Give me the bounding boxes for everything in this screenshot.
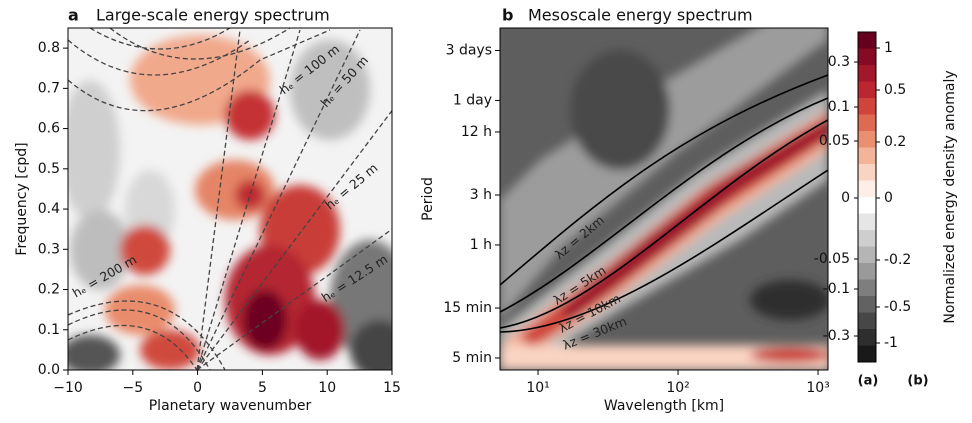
colorbar-band — [858, 131, 876, 148]
y-tick-label: 12 h — [461, 124, 492, 140]
colorbar-tick-label: 0.5 — [884, 82, 906, 98]
y-axis-label: Frequency [cpd] — [14, 142, 30, 255]
colorbar-tick-label: -0.1 — [823, 281, 850, 297]
x-tick-label: 10 — [318, 380, 336, 396]
frame-a — [67, 27, 393, 371]
colorbar-tick-label: 0.05 — [819, 133, 850, 149]
colorbar-band — [858, 263, 876, 280]
chart-title: Large-scale energy spectrum — [96, 6, 330, 25]
colorbar-tick-label: -1 — [884, 335, 898, 351]
y-tick-label: 0.7 — [38, 80, 60, 96]
panel-label: a — [68, 6, 79, 25]
colorbar-band — [858, 345, 876, 363]
colorbar-band — [858, 147, 876, 165]
frame-b — [499, 27, 829, 371]
colorbar-tick-label: -0.2 — [884, 252, 911, 268]
y-tick-label: 0.0 — [38, 362, 60, 378]
colorbar-band — [858, 65, 876, 82]
x-axis-label: Planetary wavenumber — [149, 398, 312, 414]
colorbar-band — [858, 114, 876, 132]
colorbar-band — [858, 329, 876, 346]
y-tick-label: 0.3 — [38, 241, 60, 257]
colorbar-band — [858, 164, 876, 181]
y-tick-label: 0.5 — [38, 161, 60, 177]
colorbar-band — [858, 213, 876, 231]
y-tick-label: 1 day — [453, 92, 492, 108]
colorbar-band — [858, 180, 876, 198]
colorbar-band — [858, 48, 876, 66]
x-tick-label: 10³ — [806, 380, 829, 396]
y-tick-label: 0.6 — [38, 121, 60, 137]
y-axis-label: Period — [420, 177, 436, 221]
y-tick-label: 0.1 — [38, 322, 60, 338]
colorbar-band — [858, 230, 876, 247]
colorbar-tick-label: -0.5 — [884, 299, 911, 315]
y-tick-label: 3 h — [470, 187, 492, 203]
field-b — [500, 28, 828, 370]
colorbar-tick-label: -0.3 — [823, 328, 850, 344]
x-axis-label: Wavelength [km] — [604, 398, 724, 414]
colorbar-side-label: (a) — [858, 374, 879, 389]
y-tick-label: 5 min — [452, 350, 492, 366]
colorbar-frame — [857, 31, 877, 363]
colorbar-band — [858, 81, 876, 99]
colorbar-band — [858, 246, 876, 264]
colorbar-band — [858, 197, 876, 214]
y-tick-label: 0.4 — [38, 201, 60, 217]
colorbar-tick-label: 0.3 — [828, 54, 850, 70]
colorbar-band — [858, 32, 876, 49]
colorbar-band — [858, 312, 876, 330]
colorbar-tick-label: 0 — [884, 190, 893, 206]
colorbar-tick-label: 0 — [841, 190, 850, 206]
x-tick-label: 10¹ — [526, 380, 549, 396]
colorbar-side-label: (b) — [907, 374, 928, 389]
x-tick-label: −10 — [53, 380, 83, 396]
y-tick-label: 3 days — [446, 42, 492, 58]
colorbar-tick-label: 0.1 — [828, 99, 850, 115]
x-tick-label: −5 — [122, 380, 143, 396]
colorbar-tick-label: 0.2 — [884, 134, 906, 150]
chart-title: Mesoscale energy spectrum — [528, 6, 753, 25]
x-tick-label: 15 — [383, 380, 401, 396]
colorbar-label: Normalized energy density anomaly — [942, 70, 958, 323]
colorbar-band — [858, 296, 876, 313]
colorbar-band — [858, 279, 876, 297]
x-tick-label: 10² — [666, 380, 689, 396]
y-tick-label: 1 h — [470, 237, 492, 253]
x-tick-label: 5 — [258, 380, 267, 396]
colorbar-tick-label: -0.05 — [814, 251, 850, 267]
colorbar-band — [858, 98, 876, 115]
y-tick-label: 0.8 — [38, 40, 60, 56]
y-tick-label: 15 min — [443, 300, 492, 316]
field-a — [68, 28, 392, 370]
y-tick-label: 0.2 — [38, 282, 60, 298]
x-tick-label: 0 — [193, 380, 202, 396]
panel-label: b — [502, 6, 513, 25]
colorbar-tick-label: 1 — [884, 40, 893, 56]
